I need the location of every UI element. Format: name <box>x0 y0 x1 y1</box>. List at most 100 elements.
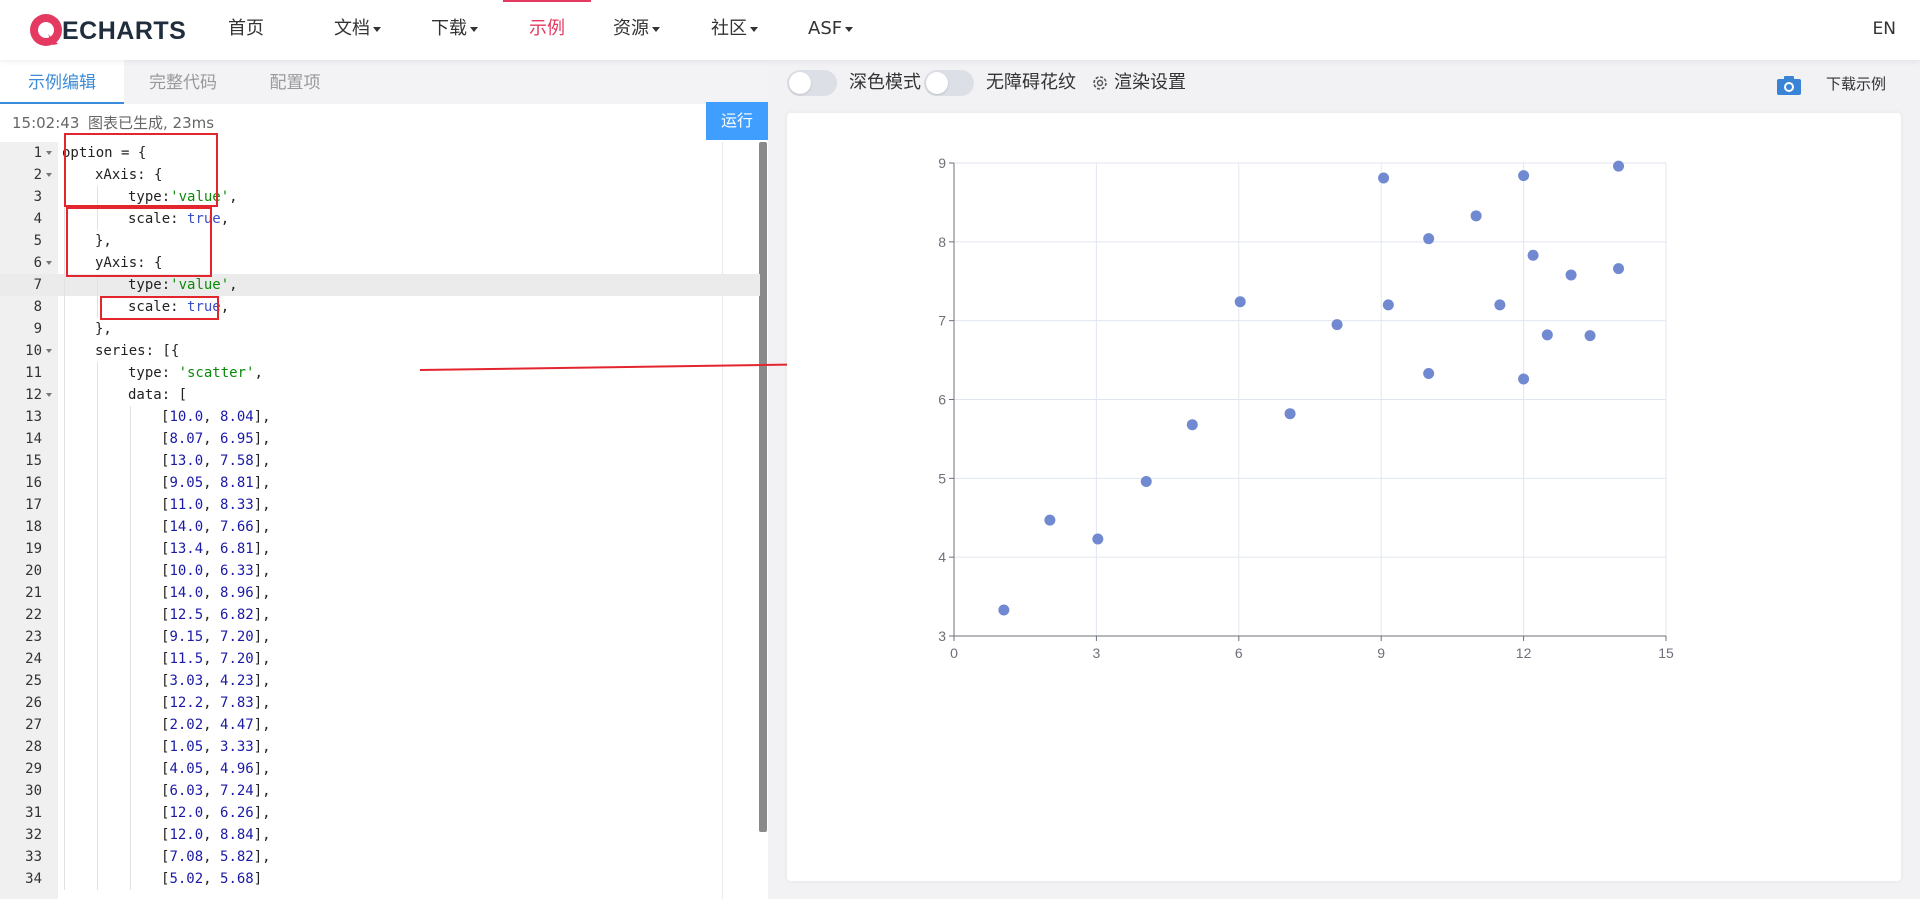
tab-example-edit[interactable]: 示例编辑 <box>0 60 124 104</box>
code-line[interactable]: 16 [9.05, 8.81], <box>0 472 760 494</box>
code-line[interactable]: 24 [11.5, 7.20], <box>0 648 760 670</box>
scatter-point[interactable] <box>1518 170 1530 182</box>
code-line[interactable]: 28 [1.05, 3.33], <box>0 736 760 758</box>
code-line[interactable]: 5}, <box>0 230 760 252</box>
scatter-point[interactable] <box>1584 330 1596 342</box>
code-line[interactable]: 19 [13.4, 6.81], <box>0 538 760 560</box>
y-tick-label: 9 <box>938 155 946 171</box>
download-example-button[interactable]: 下载示例 <box>1814 70 1899 98</box>
editor-scrollbar[interactable] <box>759 142 767 832</box>
scatter-point[interactable] <box>1527 249 1539 261</box>
code-line[interactable]: 20 [10.0, 6.33], <box>0 560 760 582</box>
code-line[interactable]: 29 [4.05, 4.96], <box>0 758 760 780</box>
scatter-point[interactable] <box>1234 296 1246 308</box>
scatter-point[interactable] <box>1541 329 1553 341</box>
code-line[interactable]: 17 [11.0, 8.33], <box>0 494 760 516</box>
scatter-point[interactable] <box>1613 263 1625 275</box>
gear-icon[interactable] <box>1091 74 1109 92</box>
code-line[interactable]: 13 [10.0, 8.04], <box>0 406 760 428</box>
fold-arrow-icon[interactable] <box>46 393 52 397</box>
annotation-box-yaxis <box>66 207 212 277</box>
code-line[interactable]: 6 yAxis: { <box>0 252 760 274</box>
code-line[interactable]: 15 [13.0, 7.58], <box>0 450 760 472</box>
code-line[interactable]: 12 data: [ <box>0 384 760 406</box>
code-line[interactable]: 25 [3.03, 4.23], <box>0 670 760 692</box>
code-text: }, <box>95 321 112 337</box>
code-line[interactable]: 22 [12.5, 6.82], <box>0 604 760 626</box>
language-switch[interactable]: EN <box>1872 19 1896 39</box>
nav-item-label: 文档 <box>334 18 370 39</box>
nav-item-2[interactable]: 下载 <box>431 0 478 60</box>
code-line[interactable]: 32 [12.0, 8.84], <box>0 824 760 846</box>
scatter-point[interactable] <box>1518 373 1530 385</box>
scatter-point[interactable] <box>1186 419 1198 431</box>
fold-arrow-icon[interactable] <box>46 261 52 265</box>
scatter-point[interactable] <box>1565 269 1577 281</box>
indent-guide <box>130 450 131 472</box>
scatter-point[interactable] <box>1092 533 1104 545</box>
code-line[interactable]: 11 type: 'scatter', <box>0 362 760 384</box>
code-line[interactable]: 1 option = { <box>0 142 760 164</box>
nav-item-4[interactable]: 资源 <box>613 0 660 60</box>
code-line[interactable]: 4 scale: true, <box>0 208 760 230</box>
indent-guide <box>130 758 131 780</box>
scatter-point[interactable] <box>1613 160 1625 172</box>
fold-arrow-icon[interactable] <box>46 151 52 155</box>
nav-item-1[interactable]: 文档 <box>334 0 381 60</box>
scatter-point[interactable] <box>1044 514 1056 526</box>
line-number: 25 <box>25 673 42 689</box>
scatter-point[interactable] <box>998 604 1010 616</box>
scatter-point[interactable] <box>1284 408 1296 420</box>
run-button[interactable]: 运行 <box>706 102 768 140</box>
tab-full-code[interactable]: 完整代码 <box>149 73 217 93</box>
code-line[interactable]: 18 [14.0, 7.66], <box>0 516 760 538</box>
nav-item-3[interactable]: 示例 <box>503 0 591 60</box>
indent-guide <box>64 538 65 560</box>
code-line[interactable]: 14 [8.07, 6.95], <box>0 428 760 450</box>
code-text: [7.08, 5.82], <box>161 849 271 865</box>
top-navbar: ECHARTS 首页 文档 下载 示例 资源 社区 ASF EN <box>0 0 1920 60</box>
scatter-point[interactable] <box>1331 319 1343 331</box>
scatter-point[interactable] <box>1470 210 1482 222</box>
scatter-point[interactable] <box>1378 172 1390 184</box>
code-line[interactable]: 3 type:'value', <box>0 186 760 208</box>
render-settings-button[interactable]: 渲染设置 <box>1114 72 1186 93</box>
line-number: 21 <box>25 585 42 601</box>
code-line[interactable]: 7 type:'value', <box>0 274 760 296</box>
decal-toggle[interactable] <box>924 70 974 96</box>
code-line[interactable]: 23 [9.15, 7.20], <box>0 626 760 648</box>
code-text: [5.02, 5.68] <box>161 871 263 887</box>
nav-item-5[interactable]: 社区 <box>711 0 758 60</box>
x-tick-label: 9 <box>1377 645 1385 661</box>
code-line[interactable]: 8 scale: true, <box>0 296 760 318</box>
line-number: 9 <box>33 321 42 337</box>
nav-item-6[interactable]: ASF <box>808 0 854 60</box>
code-text: type:'value', <box>128 277 238 293</box>
scatter-point[interactable] <box>1423 367 1435 379</box>
scatter-point[interactable] <box>1494 299 1506 311</box>
code-line[interactable]: 33 [7.08, 5.82], <box>0 846 760 868</box>
echarts-logo[interactable]: ECHARTS <box>28 10 186 50</box>
code-line[interactable]: 10 series: [{ <box>0 340 760 362</box>
camera-icon[interactable] <box>1776 74 1802 96</box>
indent-guide <box>64 626 65 648</box>
scatter-point[interactable] <box>1423 233 1435 245</box>
fold-arrow-icon[interactable] <box>46 173 52 177</box>
scatter-point[interactable] <box>1140 475 1152 487</box>
fold-arrow-icon[interactable] <box>46 349 52 353</box>
tab-config[interactable]: 配置项 <box>269 73 321 93</box>
code-line[interactable]: 34 [5.02, 5.68] <box>0 868 760 890</box>
code-line[interactable]: 9}, <box>0 318 760 340</box>
code-line[interactable]: 21 [14.0, 8.96], <box>0 582 760 604</box>
line-number: 29 <box>25 761 42 777</box>
code-editor[interactable]: 1 option = {2 xAxis: {3 type:'value', 4 scale… <box>0 142 768 899</box>
code-line[interactable]: 26 [12.2, 7.83], <box>0 692 760 714</box>
code-line[interactable]: 30 [6.03, 7.24], <box>0 780 760 802</box>
code-line[interactable]: 31 [12.0, 6.26], <box>0 802 760 824</box>
code-line[interactable]: 27 [2.02, 4.47], <box>0 714 760 736</box>
nav-item-0[interactable]: 首页 <box>228 0 264 60</box>
indent-guide <box>97 846 98 868</box>
scatter-point[interactable] <box>1382 299 1394 311</box>
dark-mode-toggle[interactable] <box>787 70 837 96</box>
